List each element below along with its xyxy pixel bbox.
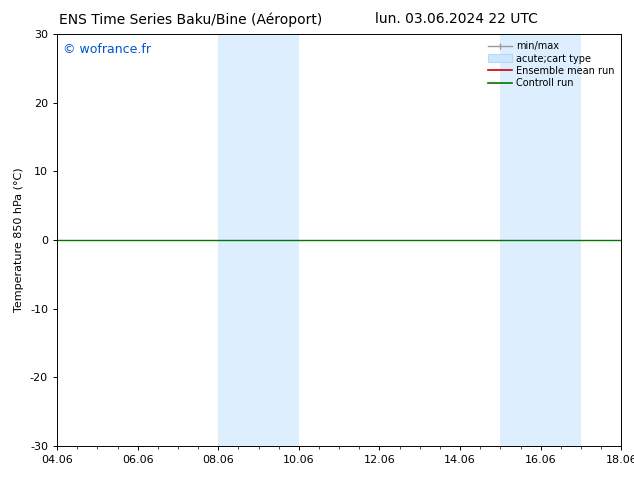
Bar xyxy=(218,34,299,446)
Legend: min/max, acute;cart type, Ensemble mean run, Controll run: min/max, acute;cart type, Ensemble mean … xyxy=(486,39,616,90)
Text: lun. 03.06.2024 22 UTC: lun. 03.06.2024 22 UTC xyxy=(375,12,538,26)
Text: © wofrance.fr: © wofrance.fr xyxy=(63,43,151,55)
Text: ENS Time Series Baku/Bine (Aéroport): ENS Time Series Baku/Bine (Aéroport) xyxy=(58,12,322,27)
Bar xyxy=(500,34,581,446)
Y-axis label: Temperature 850 hPa (°C): Temperature 850 hPa (°C) xyxy=(15,168,24,313)
